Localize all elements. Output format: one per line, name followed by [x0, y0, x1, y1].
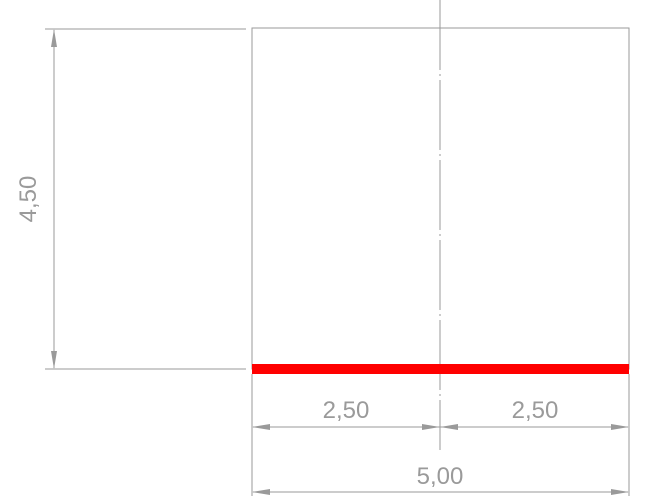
height-arrow-top	[51, 29, 57, 47]
highlighted-bottom-edge	[252, 364, 629, 374]
height-dimension-label: 4,50	[15, 176, 42, 223]
height-arrow-bottom	[51, 351, 57, 369]
total-width-arrow-right	[611, 489, 629, 495]
right-half-dimension-label: 2,50	[512, 397, 559, 424]
right-half-arrow-right	[611, 424, 629, 430]
right-half-arrow-left	[440, 424, 458, 430]
left-half-dimension-label: 2,50	[323, 397, 370, 424]
left-half-arrow-left	[252, 424, 270, 430]
left-half-arrow-right	[422, 424, 440, 430]
total-width-dimension-label: 5,00	[417, 463, 464, 490]
total-width-arrow-left	[252, 489, 270, 495]
